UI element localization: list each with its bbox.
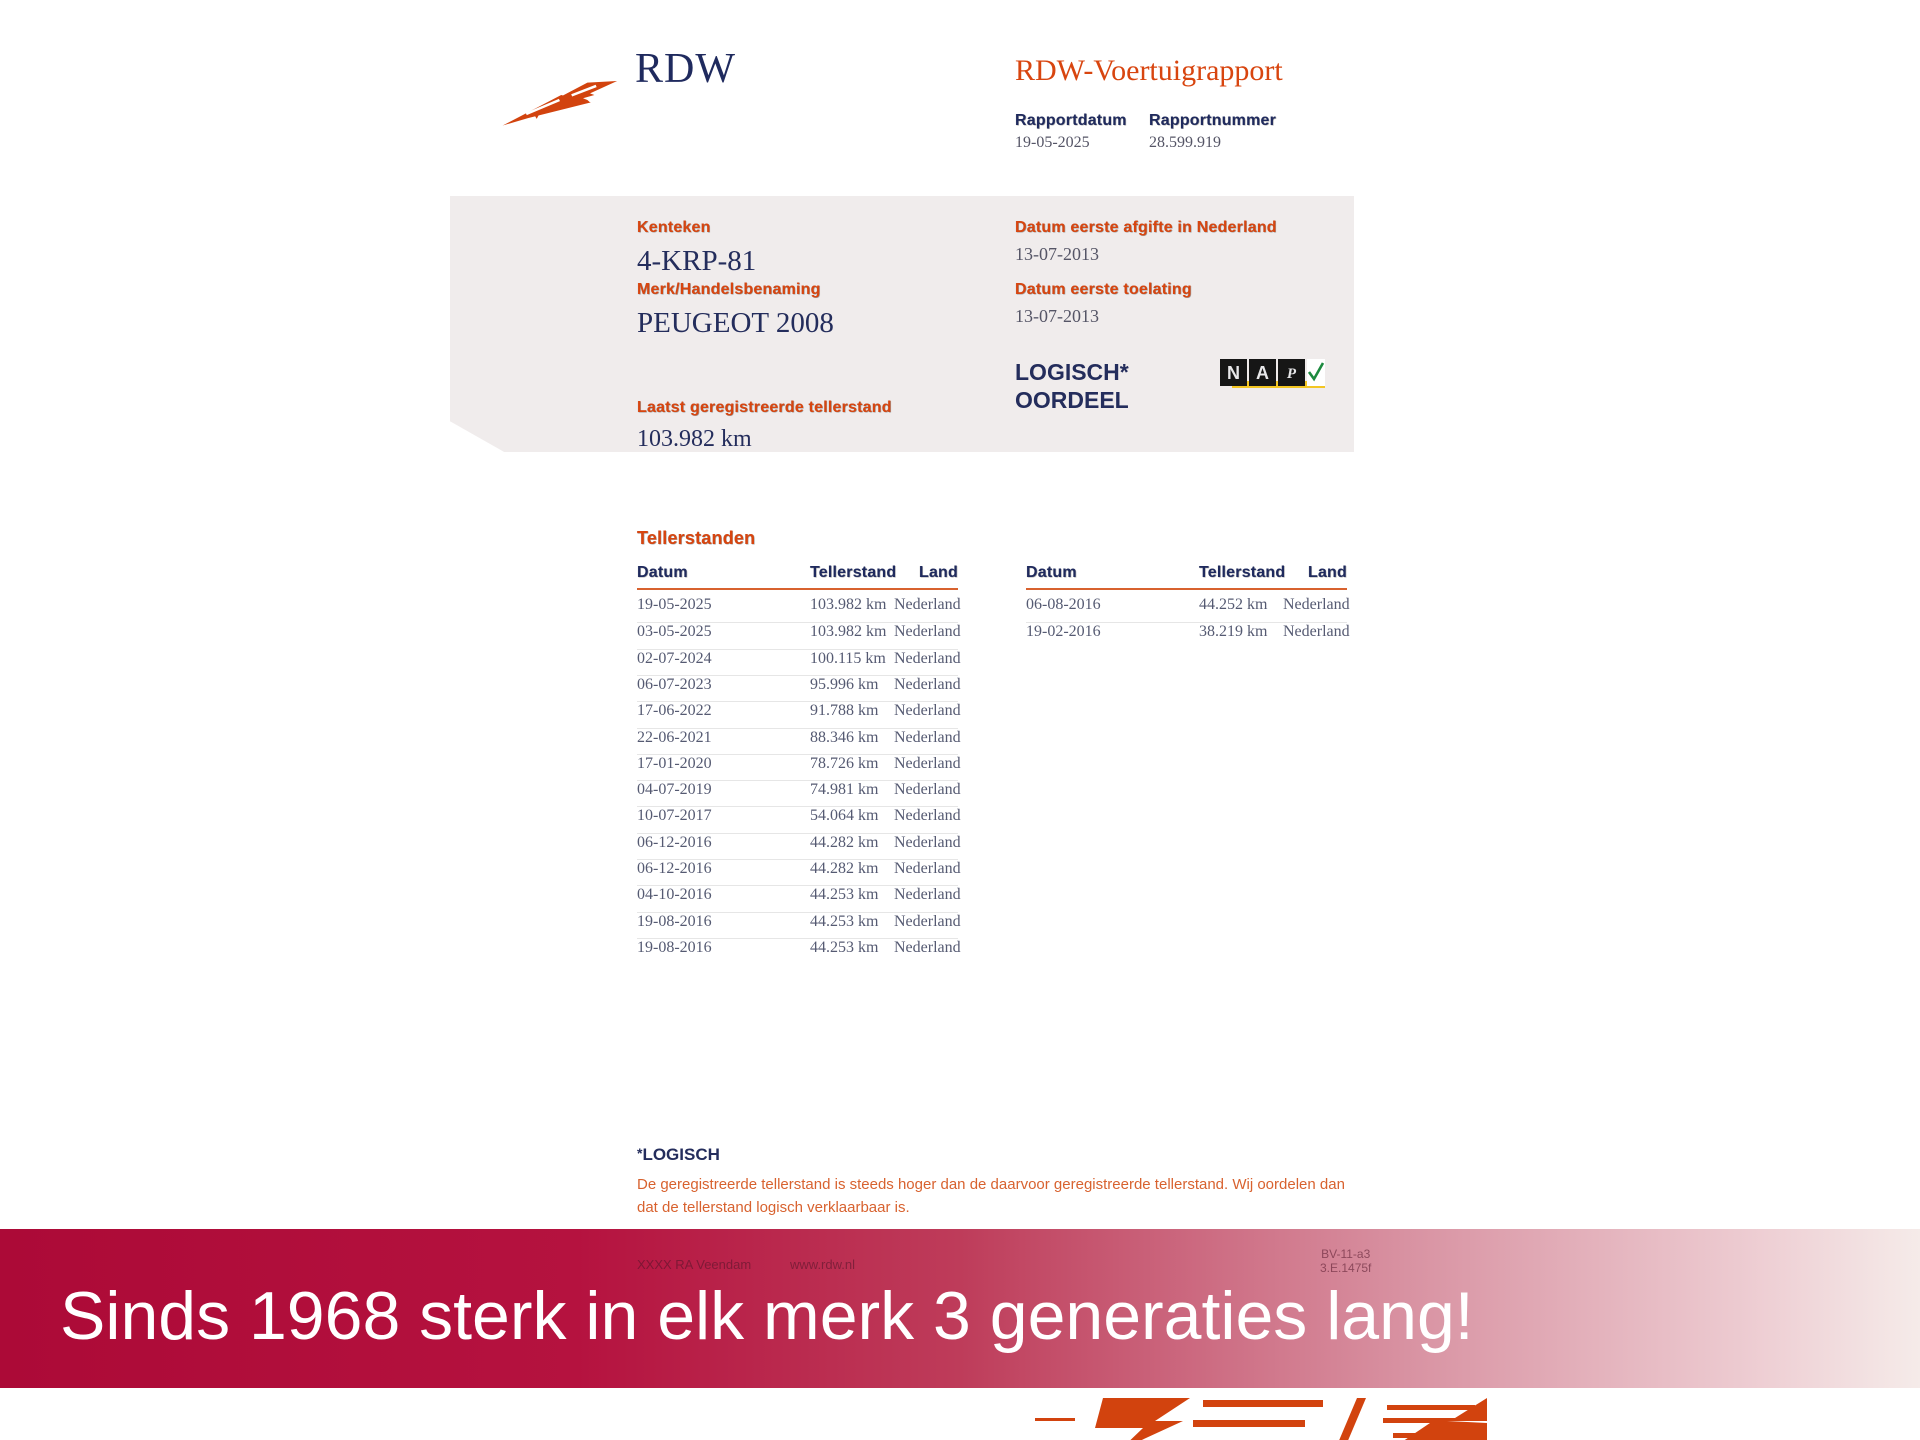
svg-text:A: A xyxy=(1256,363,1269,383)
svg-text:P: P xyxy=(1287,366,1297,382)
svg-text:N: N xyxy=(1227,363,1240,383)
